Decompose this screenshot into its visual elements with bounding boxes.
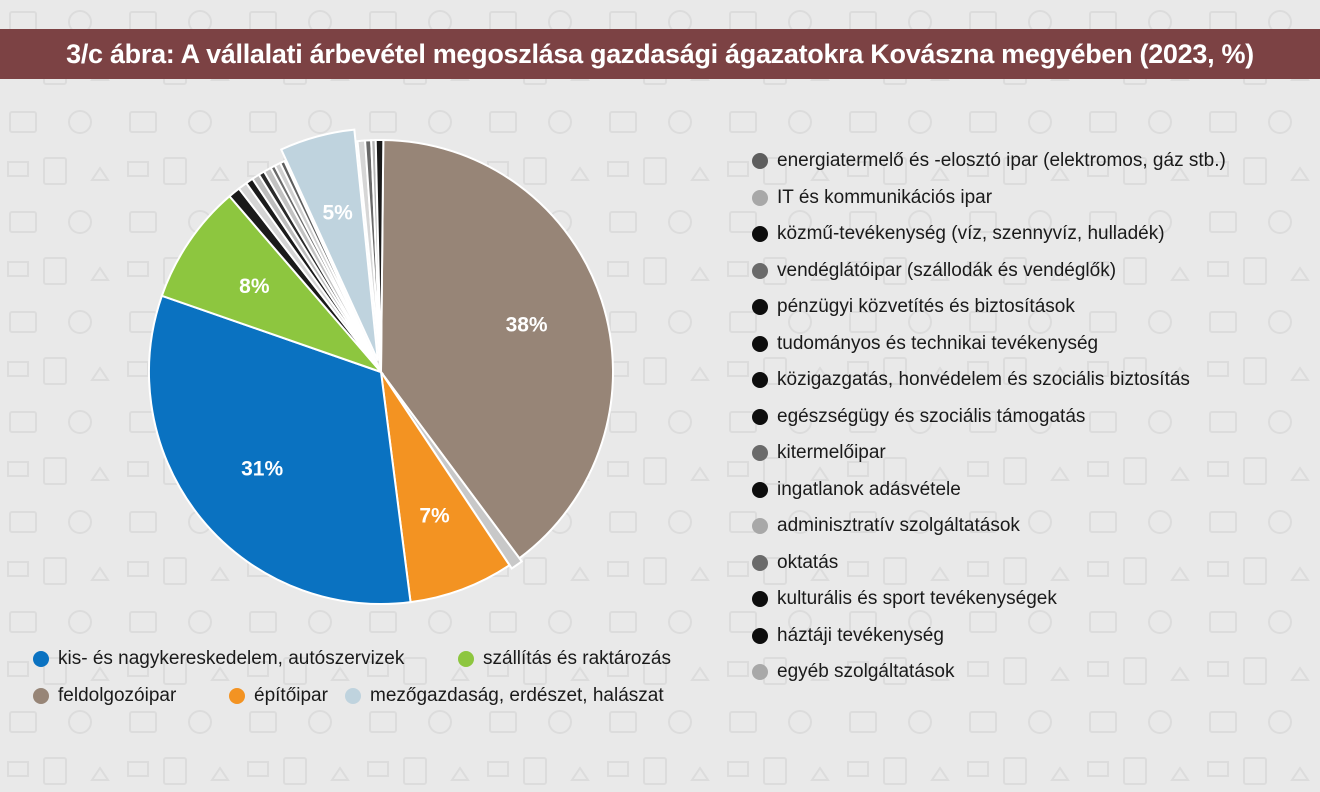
legend-marker <box>752 518 768 534</box>
legend-label: kitermelőipar <box>777 442 886 463</box>
legend-marker <box>752 591 768 607</box>
slice-label: 38% <box>506 314 548 337</box>
legend-label: háztáji tevékenység <box>777 624 944 646</box>
legend-label: kis- és nagykereskedelem, autószervizek <box>58 648 405 669</box>
pie-slice <box>374 139 385 373</box>
legend-item: közigazgatás, honvédelem és szociális bi… <box>752 369 1190 391</box>
chart-title: 3/c ábra: A vállalati árbevétel megoszlá… <box>0 29 1320 79</box>
legend-item: szállítás és raktározás <box>458 648 671 670</box>
legend-item: pénzügyi közvetítés és biztosítások <box>752 296 1075 318</box>
legend-label: mezőgazdaság, erdészet, halászat <box>370 685 664 706</box>
legend-label: közigazgatás, honvédelem és szociális bi… <box>777 369 1190 390</box>
legend-label: oktatás <box>777 551 839 573</box>
legend-marker <box>33 651 49 667</box>
legend-marker <box>458 651 474 667</box>
legend-item: építőipar <box>229 685 328 707</box>
legend-item: háztáji tevékenység <box>752 625 944 647</box>
legend-marker <box>752 226 768 242</box>
legend-marker <box>752 372 768 388</box>
legend-marker <box>229 688 245 704</box>
legend-label: energiatermelő és -elosztó ipar (elektro… <box>777 150 1226 171</box>
legend-item: IT és kommunikációs ipar <box>752 187 992 209</box>
legend-item: kis- és nagykereskedelem, autószervizek <box>33 648 404 670</box>
pie-slice <box>278 159 382 373</box>
pie-slice <box>160 194 385 375</box>
legend-label: építőipar <box>254 685 328 706</box>
legend-marker <box>752 299 768 315</box>
legend-label: egyéb szolgáltatások <box>777 661 955 682</box>
legend-label: feldolgozóipar <box>58 685 177 706</box>
legend-label: IT és kommunikációs ipar <box>777 186 993 208</box>
legend-label: vendéglátóipar (szállodák és vendéglők) <box>777 259 1117 281</box>
legend-label: közmű-tevékenység (víz, szennyvíz, hulla… <box>777 223 1165 244</box>
legend-item: kulturális és sport tevékenységek <box>752 588 1057 610</box>
legend-item: adminisztratív szolgáltatások <box>752 515 1020 537</box>
slice-label: 7% <box>419 504 450 527</box>
legend-item: ingatlanok adásvétele <box>752 479 961 501</box>
legend-marker <box>752 153 768 169</box>
legend-marker <box>33 688 49 704</box>
legend-item: egészségügy és szociális támogatás <box>752 406 1085 428</box>
legend-item: oktatás <box>752 552 838 574</box>
legend-marker <box>752 554 768 571</box>
legend-marker <box>752 627 768 644</box>
pie-slice <box>379 139 614 560</box>
pie-slice <box>382 374 524 570</box>
legend-label: kulturális és sport tevékenységek <box>777 588 1057 609</box>
legend-marker <box>752 335 768 352</box>
legend-item: mezőgazdaság, erdészet, halászat <box>345 685 664 707</box>
legend-marker <box>752 481 768 498</box>
legend-item: kitermelőipar <box>752 442 886 464</box>
legend-item: feldolgozóipar <box>33 685 176 707</box>
legend-label: szállítás és raktározás <box>483 648 671 669</box>
legend-item: energiatermelő és -elosztó ipar (elektro… <box>752 150 1226 172</box>
pie-slice <box>380 371 511 604</box>
legend-label: adminisztratív szolgáltatások <box>777 515 1020 536</box>
legend-marker <box>752 445 768 461</box>
legend-marker <box>752 262 768 279</box>
legend-label: pénzügyi közvetítés és biztosítások <box>777 296 1075 317</box>
legend-item: tudományos és technikai tevékenység <box>752 333 1098 355</box>
legend-label: ingatlanok adásvétele <box>777 478 961 500</box>
pie-slice <box>148 294 412 605</box>
legend-marker <box>752 664 768 680</box>
legend-item: egyéb szolgáltatások <box>752 661 954 683</box>
slice-label: 31% <box>241 458 283 481</box>
legend-item: vendéglátóipar (szállodák és vendéglők) <box>752 260 1116 282</box>
pie-slice <box>279 128 379 361</box>
slice-label: 8% <box>239 275 270 298</box>
legend-label: egészségügy és szociális támogatás <box>777 405 1086 427</box>
legend-label: tudományos és technikai tevékenység <box>777 332 1099 354</box>
legend-marker <box>752 408 768 425</box>
slice-label: 5% <box>323 202 354 225</box>
legend-marker <box>752 189 768 206</box>
legend-marker <box>345 688 361 704</box>
legend-item: közmű-tevékenység (víz, szennyvíz, hulla… <box>752 223 1165 245</box>
